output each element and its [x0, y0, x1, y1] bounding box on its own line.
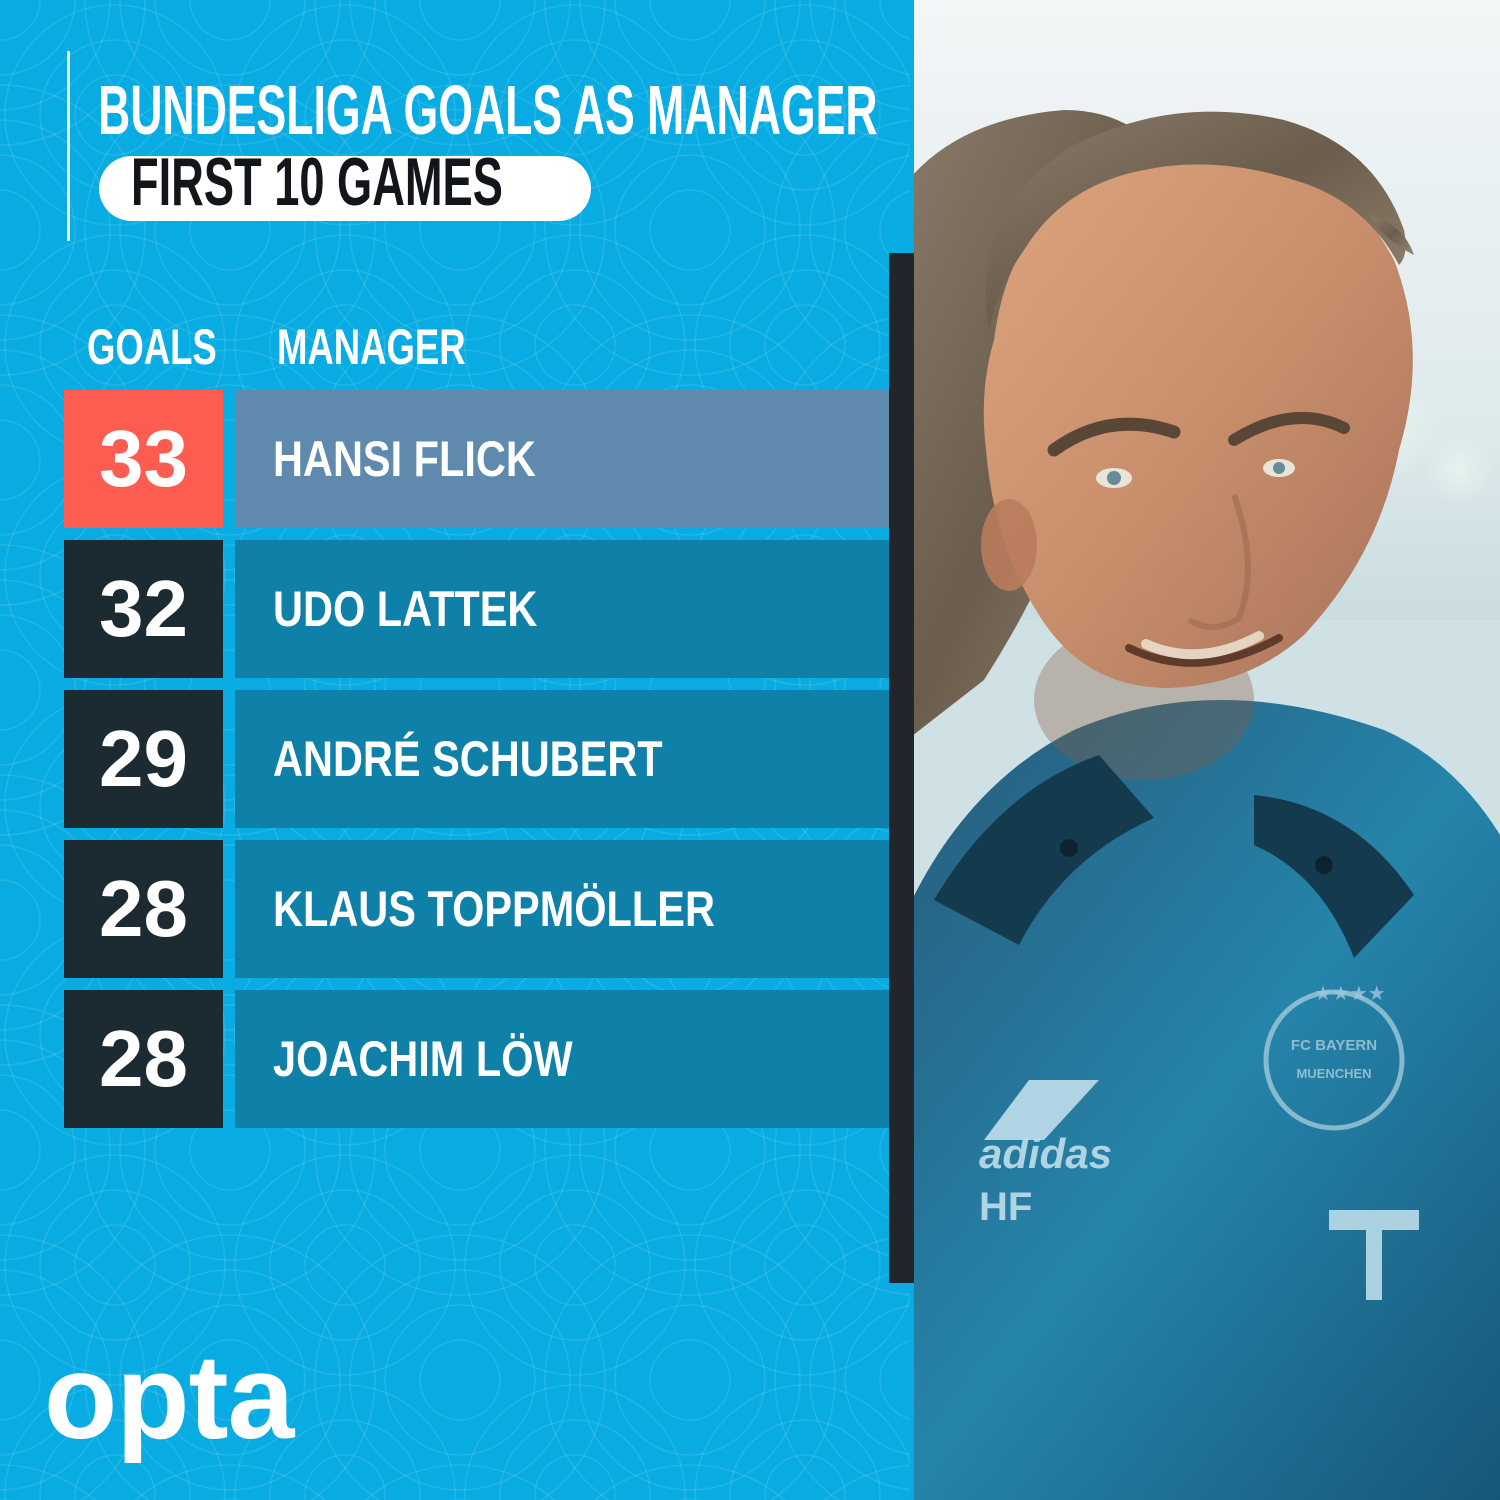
svg-text:FC BAYERN: FC BAYERN: [1291, 1037, 1377, 1054]
svg-text:MUENCHEN: MUENCHEN: [1296, 1066, 1371, 1081]
svg-text:★★★★: ★★★★: [1314, 983, 1386, 1005]
svg-text:adidas: adidas: [979, 1130, 1112, 1177]
svg-text:HF: HF: [979, 1185, 1032, 1229]
